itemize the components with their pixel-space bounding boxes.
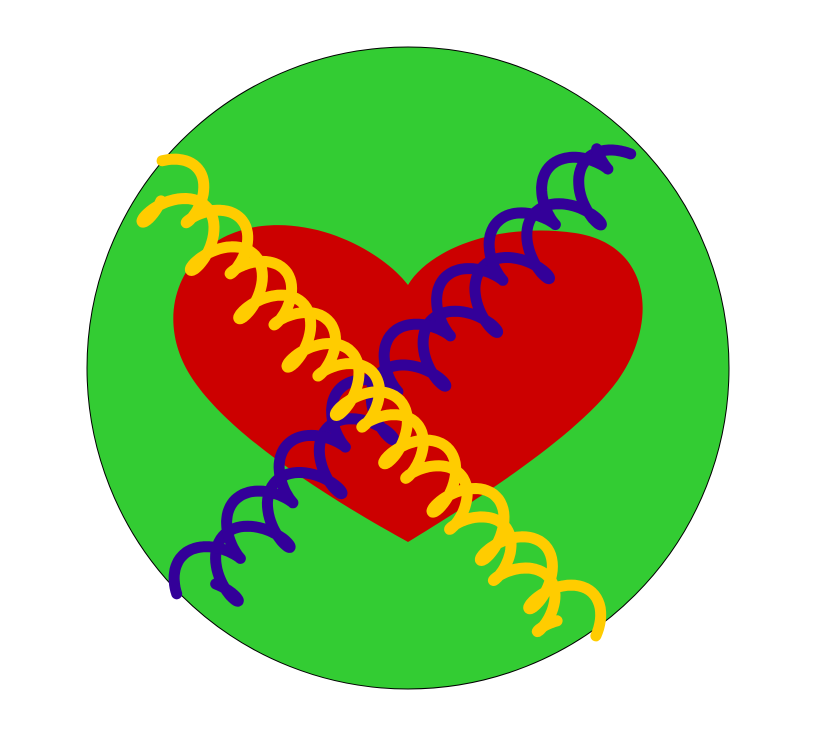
heart-dna-illustration bbox=[0, 0, 817, 739]
illustration-canvas bbox=[0, 0, 817, 739]
